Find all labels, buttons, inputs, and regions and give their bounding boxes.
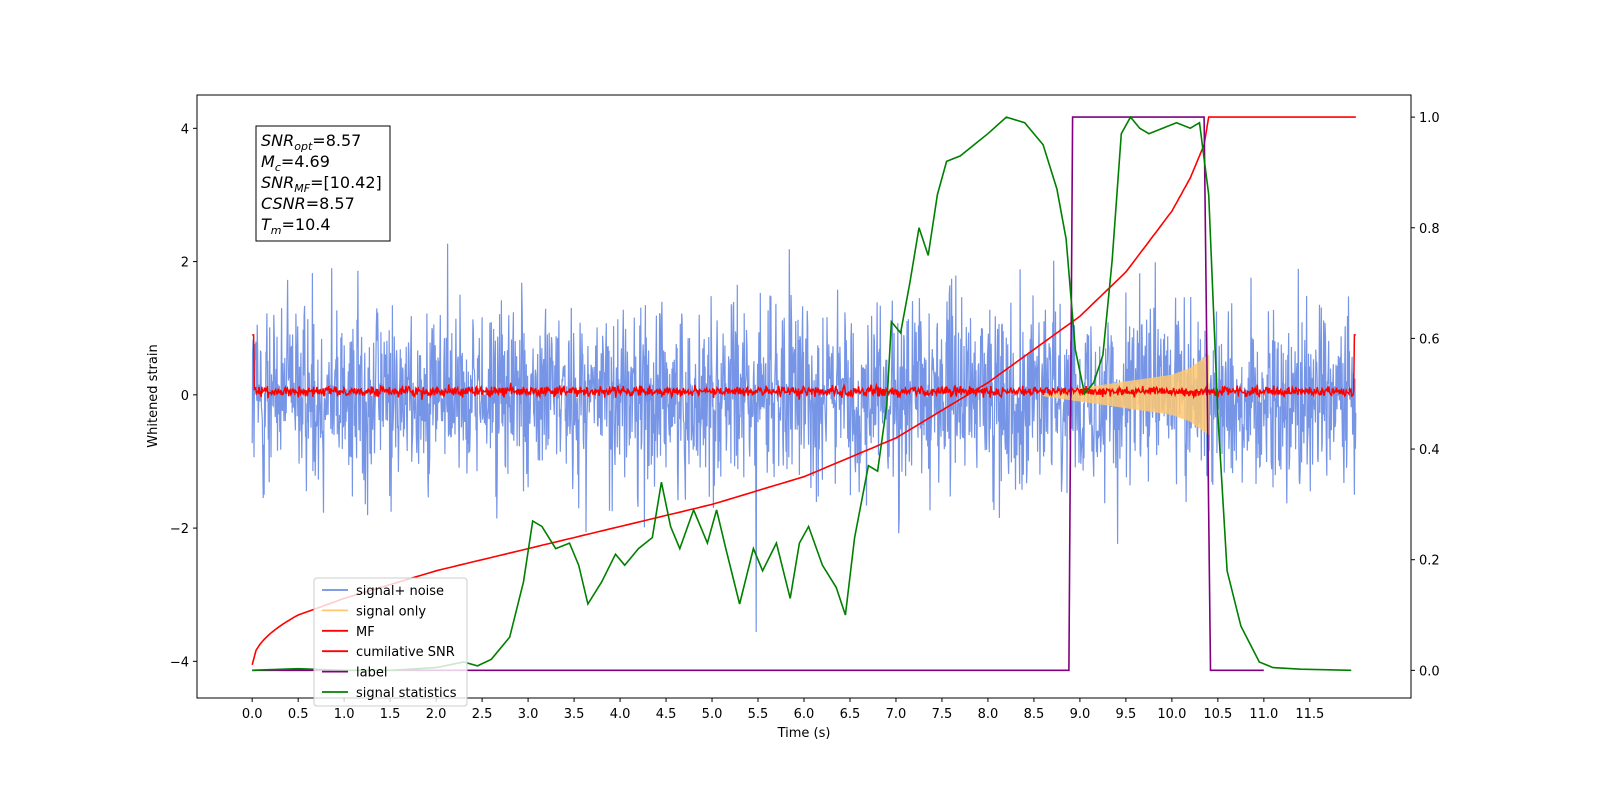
y-tick-label-left: −2: [170, 522, 189, 537]
y-tick-label-right: 0.4: [1419, 443, 1440, 458]
legend-label: label: [356, 666, 387, 681]
x-tick-label: 4.0: [610, 707, 631, 722]
y-tick-label-left: 4: [181, 122, 189, 137]
x-tick-label: 0.5: [288, 707, 309, 722]
legend-label: signal only: [356, 604, 426, 619]
legend-label: MF: [356, 625, 375, 640]
x-tick-label: 9.0: [1070, 707, 1091, 722]
y-tick-label-left: −4: [170, 655, 189, 670]
y-axis-left: 4 2 0 −2 −4: [170, 122, 197, 670]
series-signal-statistics: [252, 115, 1352, 672]
y-tick-label-right: 0.2: [1419, 554, 1440, 569]
y-tick-label-left: 2: [181, 256, 189, 271]
series-label: [252, 116, 1264, 672]
x-tick-label: 0.0: [242, 707, 263, 722]
y-tick-label-right: 0.0: [1419, 664, 1440, 679]
x-tick-label: 10.0: [1157, 707, 1186, 722]
series-layer: [251, 115, 1357, 672]
series-cumulative-snr: [251, 116, 1356, 666]
x-axis: 0.0 0.5 1.0 1.5 2.0 2.5 3.0 3.5 4.0 4.5 5.0 5.5 6.0 6…: [242, 698, 1324, 722]
x-tick-label: 6.5: [840, 707, 861, 722]
legend: signal+ noise signal only MF cumilative SNR…: [313, 577, 468, 707]
x-tick-label: 11.5: [1295, 707, 1324, 722]
annotation-line: SNRMF=[10.42]: [261, 173, 382, 195]
x-tick-label: 11.0: [1249, 707, 1278, 722]
annotation-line: Tm=10.4: [261, 215, 331, 237]
legend-frame: [313, 577, 468, 707]
x-tick-label: 8.5: [1024, 707, 1045, 722]
annotation-box: SNRopt=8.57Mc=4.69SNRMF=[10.42]CSNR=8.57…: [255, 125, 391, 242]
annotation-frame: [255, 125, 391, 242]
y-tick-label-right: 1.0: [1419, 111, 1440, 126]
x-tick-label: 7.0: [886, 707, 907, 722]
x-tick-label: 10.5: [1203, 707, 1232, 722]
x-tick-label: 6.0: [794, 707, 815, 722]
legend-label: signal statistics: [356, 686, 457, 701]
x-tick-label: 9.5: [1116, 707, 1137, 722]
x-tick-label: 1.0: [334, 707, 355, 722]
annotation-line: Mc=4.69: [261, 152, 330, 174]
x-tick-label: 5.0: [702, 707, 723, 722]
x-tick-label: 8.0: [978, 707, 999, 722]
x-axis-label: Time (s): [777, 726, 831, 741]
x-tick-label: 5.5: [748, 707, 769, 722]
y-axis-right: 1.0 0.8 0.6 0.4 0.2 0.0: [1411, 111, 1440, 679]
y-tick-label-left: 0: [181, 389, 189, 404]
legend-label: cumilative SNR: [356, 645, 455, 660]
y-tick-label-right: 0.8: [1419, 222, 1440, 237]
x-tick-label: 4.5: [656, 707, 677, 722]
annotation-line: SNRopt=8.57: [261, 131, 361, 153]
x-tick-label: 1.5: [380, 707, 401, 722]
x-tick-label: 7.5: [932, 707, 953, 722]
y-tick-label-right: 0.6: [1419, 332, 1440, 347]
annotation-line: CSNR=8.57: [261, 194, 355, 213]
y-axis-label: Whitened strain: [146, 344, 161, 447]
series-signal-noise: [251, 243, 1357, 633]
x-tick-label: 3.0: [518, 707, 539, 722]
x-tick-label: 2.0: [426, 707, 447, 722]
legend-label: signal+ noise: [356, 584, 444, 599]
x-tick-label: 3.5: [564, 707, 585, 722]
x-tick-label: 2.5: [472, 707, 493, 722]
series-mf: [252, 334, 1356, 400]
